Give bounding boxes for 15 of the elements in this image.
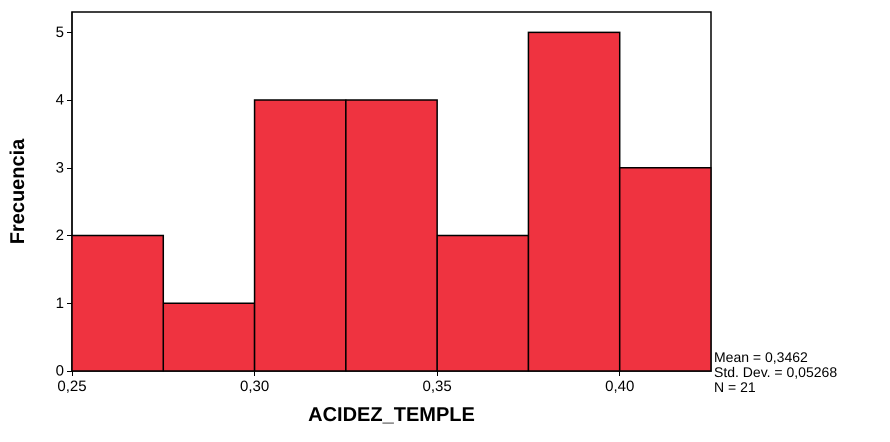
y-tick-label: 2 — [56, 227, 64, 244]
x-tick-label: 0,25 — [57, 378, 87, 395]
y-tick-label: 4 — [56, 92, 64, 109]
x-tick-label: 0,40 — [605, 378, 634, 395]
y-tick-label: 1 — [56, 294, 64, 312]
x-tick-label: 0,30 — [240, 378, 270, 395]
y-tick-label: 0 — [56, 362, 64, 380]
y-tick-label: 5 — [56, 24, 64, 41]
text: N = 21 — [714, 379, 756, 395]
y-axis-title: Frecuencia — [7, 138, 29, 244]
text: Mean = 0,3462 — [714, 349, 808, 365]
text: Std. Dev. = 0,05268 — [714, 364, 838, 380]
x-tick-label: 0,35 — [422, 378, 452, 395]
x-axis-title: ACIDEZ_TEMPLE — [308, 404, 475, 426]
y-tick-label: 3 — [56, 159, 64, 176]
